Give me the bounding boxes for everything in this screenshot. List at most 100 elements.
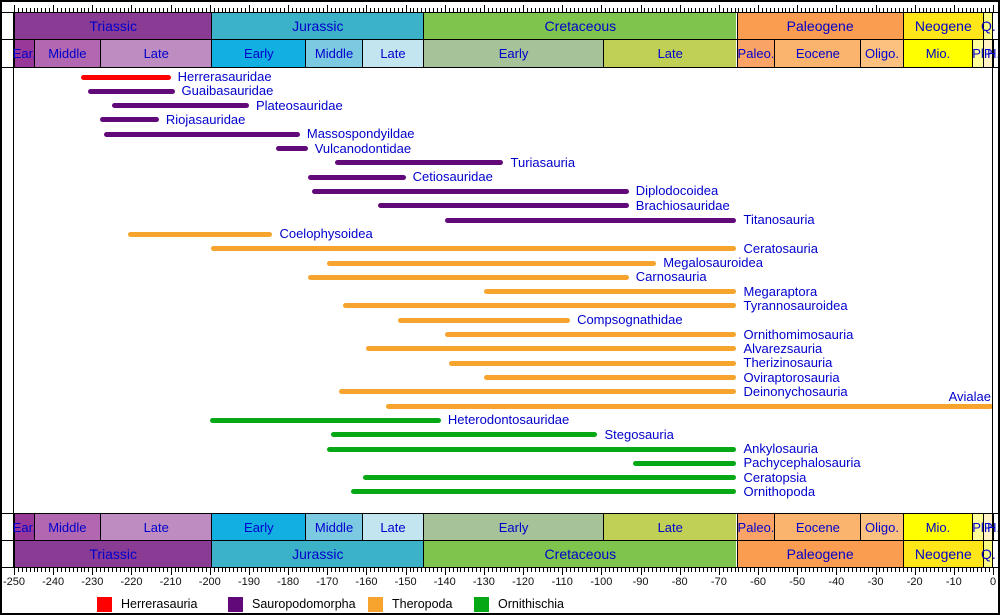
minor-tick (229, 568, 231, 572)
minor-tick (272, 8, 274, 12)
period-cell: Neogene (902, 13, 983, 39)
minor-tick (550, 568, 552, 572)
minor-tick (503, 8, 505, 12)
minor-tick (198, 8, 200, 12)
minor-tick (930, 8, 932, 12)
minor-tick (742, 568, 744, 572)
minor-tick (946, 568, 947, 572)
minor-tick (378, 568, 380, 572)
minor-tick (64, 8, 66, 12)
minor-tick (21, 568, 23, 572)
minor-tick (96, 568, 98, 572)
minor-tick (436, 568, 438, 572)
minor-tick (667, 568, 669, 572)
epoch-label: Ear. (12, 519, 36, 535)
epoch-label: Late (380, 519, 406, 535)
legend-item: Herrerasauria (97, 594, 197, 613)
bar-label: Massospondyildae (306, 126, 415, 142)
minor-tick (96, 8, 98, 12)
minor-tick (84, 568, 86, 572)
minor-tick (887, 8, 889, 12)
minor-tick (538, 8, 540, 12)
minor-tick (476, 8, 478, 12)
minor-tick (902, 8, 904, 12)
minor-tick (37, 8, 39, 12)
minor-tick (848, 568, 850, 572)
minor-tick (844, 568, 846, 572)
minor-tick (977, 8, 979, 12)
minor-tick (805, 8, 807, 12)
minor-tick (268, 568, 270, 572)
minor-tick (558, 8, 560, 12)
epoch-label: Mio. (925, 519, 951, 535)
minor-tick (468, 568, 470, 572)
minor-tick (440, 8, 442, 12)
minor-tick (213, 8, 215, 12)
minor-tick (597, 8, 599, 12)
minor-tick (151, 8, 153, 12)
major-tick (601, 568, 603, 575)
major-tick (993, 5, 994, 12)
minor-tick (585, 8, 587, 12)
range-bar (327, 260, 657, 266)
minor-tick (754, 8, 756, 12)
minor-tick (60, 8, 62, 12)
minor-tick (624, 568, 626, 572)
major-tick (523, 5, 525, 12)
minor-tick (934, 8, 936, 12)
period-label: Neogene (914, 546, 972, 562)
minor-tick (464, 568, 466, 572)
minor-tick (573, 568, 575, 572)
minor-tick (769, 8, 771, 12)
minor-tick (245, 568, 247, 572)
minor-tick (25, 568, 27, 572)
minor-tick (119, 568, 121, 572)
minor-tick (292, 8, 294, 12)
major-tick (993, 568, 994, 575)
minor-tick (335, 8, 337, 12)
major-tick (718, 5, 720, 12)
bar-label: Ornithopoda (743, 483, 816, 499)
minor-tick (519, 8, 521, 12)
epoch-label: Oligo. (865, 46, 899, 61)
minor-tick (738, 568, 740, 572)
minor-tick (542, 8, 544, 12)
minor-tick (695, 568, 697, 572)
minor-tick (201, 8, 203, 12)
minor-tick (577, 8, 579, 12)
minor-tick (276, 568, 278, 572)
minor-tick (487, 8, 489, 12)
minor-tick (534, 568, 536, 572)
minor-tick (84, 8, 86, 12)
minor-tick (382, 568, 384, 572)
period-cell: Q. (981, 13, 996, 39)
minor-tick (299, 8, 301, 12)
minor-tick (100, 8, 102, 12)
major-tick (53, 568, 55, 575)
minor-tick (577, 568, 579, 572)
major-tick (953, 5, 955, 12)
minor-tick (417, 568, 419, 572)
minor-tick (335, 568, 337, 572)
minor-tick (433, 8, 434, 12)
legend-swatch (368, 596, 383, 612)
minor-tick (828, 568, 830, 572)
minor-tick (135, 8, 137, 12)
bar-label: Turiasauria (510, 154, 576, 170)
axis-tick-label: -210 (159, 576, 182, 588)
minor-tick (25, 8, 27, 12)
axis-tick-labels: -250 -240 -230 -220 -210 -200 -190 -180 -170 -160… (2, 576, 998, 590)
minor-tick (855, 568, 857, 572)
minor-tick (21, 8, 23, 12)
minor-tick (68, 568, 70, 572)
minor-tick (448, 568, 450, 572)
minor-tick (812, 8, 814, 12)
bottom-period-row: Triassic Jurassic Cretaceous Paleogene Neoge… (2, 540, 998, 568)
minor-tick (546, 568, 548, 572)
major-tick (288, 568, 290, 575)
minor-tick (72, 8, 74, 12)
minor-tick (389, 568, 391, 572)
minor-tick (229, 8, 231, 12)
minor-tick (217, 8, 219, 12)
